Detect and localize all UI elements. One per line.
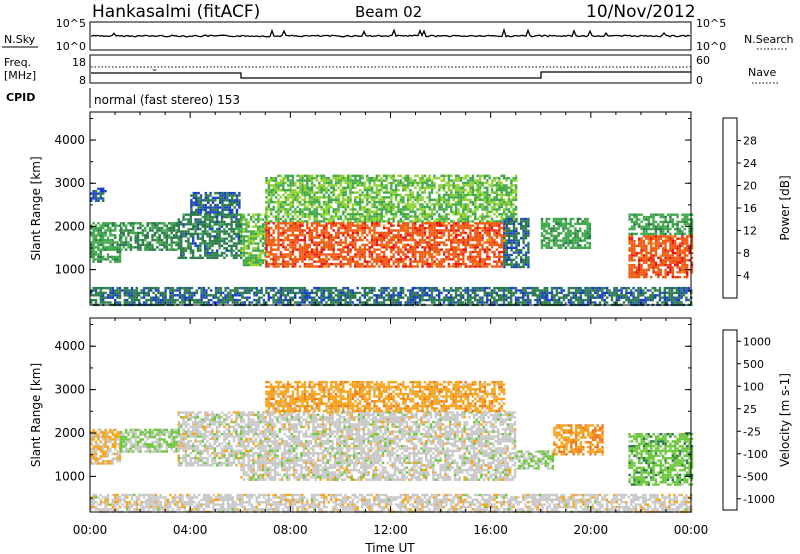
- power-colorbar-label: Power [dB]: [778, 175, 792, 240]
- power-region-2: [90, 187, 107, 202]
- power-region-6: [265, 174, 518, 223]
- velocity-colorbar-tick: 1000: [743, 335, 771, 348]
- velocity-region-7: [628, 433, 694, 486]
- freq-label-2: [MHz]: [4, 69, 36, 82]
- power-colorbar: 4 8 12 16 20 24 28 Power [dB]: [722, 117, 792, 299]
- sky-label: N.Sky: [4, 33, 36, 46]
- power-region-10: [628, 235, 694, 279]
- power-ytick-label: 3000: [54, 176, 85, 190]
- power-colorbar-tick: 12: [743, 225, 757, 238]
- velocity-region-6: [553, 424, 604, 456]
- noise-sky-trace: [91, 27, 691, 38]
- power-colorbar-frame: [722, 117, 738, 299]
- velocity-xtick-label: 20:00: [574, 523, 609, 537]
- power-colorbar-tick: 28: [743, 135, 757, 148]
- cpid-label: CPID: [6, 91, 35, 104]
- velocity-ytick-label: 2000: [54, 426, 85, 440]
- power-region-11: [628, 213, 694, 236]
- velocity-xtick-label: 00:00: [674, 523, 709, 537]
- panel-power: 1000 2000 3000 4000 Slant Range [km]: [29, 111, 694, 307]
- power-region-12: [90, 286, 693, 307]
- power-region-4: [190, 191, 241, 214]
- velocity-colorbar-tick: 500: [743, 358, 764, 371]
- nave-tick-top-right: 60: [696, 54, 710, 67]
- velocity-ytick-label: 1000: [54, 469, 85, 483]
- station-title: Hankasalmi (fitACF): [92, 2, 260, 22]
- freq-noise-mark: ≈: [152, 67, 157, 74]
- power-ytick-label: 1000: [54, 263, 85, 277]
- velocity-region-8: [90, 493, 693, 513]
- freq-panel-frame: [89, 54, 692, 84]
- velocity-region-5: [515, 450, 555, 470]
- power-region-5: [240, 213, 267, 267]
- nave-label: Nave: [748, 66, 776, 79]
- velocity-colorbar-tick: -25: [743, 425, 761, 438]
- power-colorbar-tick: 24: [743, 157, 757, 170]
- nave-tick-bottom-right: 0: [696, 74, 703, 87]
- velocity-xtick-label: 16:00: [473, 523, 508, 537]
- power-y-axis-label: Slant Range [km]: [29, 156, 43, 260]
- velocity-colorbar-tick: -1000: [743, 493, 775, 506]
- power-region-1: [120, 222, 178, 251]
- velocity-region-2: [177, 411, 243, 467]
- power-colorbar-tick: 8: [743, 247, 750, 260]
- search-label: N.Search: [744, 33, 794, 46]
- velocity-region-4: [265, 380, 506, 413]
- freq-label-1: Freq.: [4, 56, 31, 69]
- power-colorbar-tick: 4: [743, 270, 750, 283]
- power-ytick-label: 2000: [54, 219, 85, 233]
- velocity-region-3: [240, 411, 517, 481]
- freq-tick-top-left: 18: [72, 56, 86, 69]
- sky-tick-top-left: 10^5: [56, 17, 86, 30]
- velocity-xtick-label: 04:00: [173, 523, 208, 537]
- velocity-region-1: [120, 428, 178, 453]
- power-region-0: [90, 222, 122, 263]
- freq-tick-bottom-left: 8: [79, 74, 86, 87]
- velocity-colorbar-tick: 25: [743, 403, 757, 416]
- velocity-ytick-label: 3000: [54, 383, 85, 397]
- date-label: 10/Nov/2012: [586, 2, 696, 22]
- power-region-9: [540, 217, 592, 249]
- sky-tick-bottom-left: 10^0: [56, 40, 86, 53]
- sky-tick-top-right: 10^5: [696, 17, 726, 30]
- velocity-colorbar-tick: 100: [743, 380, 764, 393]
- velocity-y-axis-label: Slant Range [km]: [29, 363, 43, 467]
- velocity-ytick-label: 4000: [54, 339, 85, 353]
- power-colorbar-tick: 20: [743, 180, 757, 193]
- velocity-colorbar-tick: -500: [743, 470, 768, 483]
- power-region-8: [503, 217, 530, 269]
- velocity-xtick-label: 08:00: [273, 523, 308, 537]
- frequency-trace: [91, 71, 691, 79]
- velocity-colorbar-frame: [722, 329, 738, 511]
- velocity-xtick-label: 00:00: [73, 523, 108, 537]
- sky-panel-frame: [89, 21, 692, 51]
- power-region-7: [265, 222, 506, 268]
- velocity-region-0: [90, 428, 122, 465]
- cpid-text: normal (fast stereo) 153: [94, 93, 240, 107]
- x-axis-label: Time UT: [364, 541, 415, 554]
- velocity-xtick-label: 12:00: [373, 523, 408, 537]
- power-region-3: [177, 213, 243, 260]
- velocity-colorbar: 1000 500 100 25 -25 -100 -500 -1000 Velocity [m …: [722, 329, 792, 511]
- power-colorbar-tick: 16: [743, 202, 757, 215]
- panel-velocity: 1000 2000 3000 4000 Slant Range [km] 00:00 04:…: [29, 317, 709, 537]
- power-ytick-label: 4000: [54, 133, 85, 147]
- beam-label: Beam 02: [355, 3, 422, 21]
- velocity-colorbar-tick: -100: [743, 448, 768, 461]
- velocity-colorbar-label: Velocity [m s-1]: [778, 373, 792, 467]
- sky-tick-bottom-right: 10^0: [696, 40, 726, 53]
